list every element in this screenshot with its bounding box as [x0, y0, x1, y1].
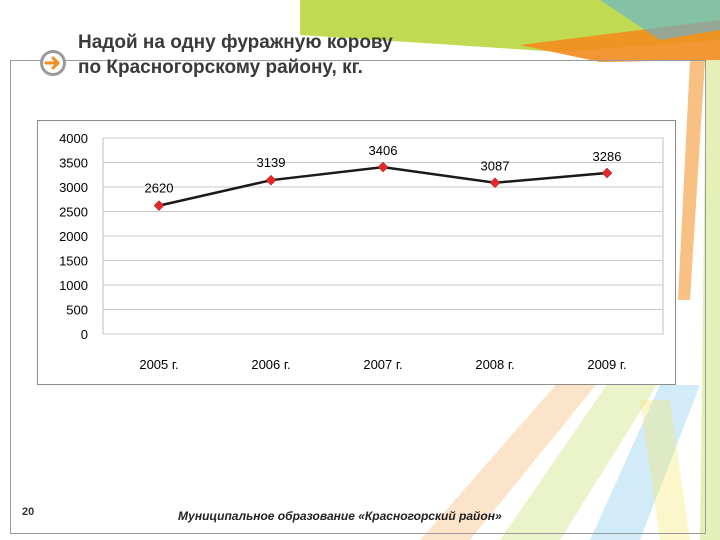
- y-tick-label: 4000: [59, 131, 88, 146]
- series-line: [158, 165, 608, 207]
- y-tick-label: 0: [81, 327, 88, 342]
- top-blue-ribbon: [600, 0, 720, 40]
- data-label: 3139: [257, 155, 286, 170]
- line-chart: 0 500 1000 1500 2000 2500 3000 3500 4000 2005 г. 2…: [59, 131, 664, 372]
- chart-area: 0 500 1000 1500 2000 2500 3000 3500 4000 2005 г. 2…: [37, 120, 676, 385]
- footer-text: Муниципальное образование «Красногорский…: [178, 509, 502, 523]
- y-tick-label: 1500: [59, 254, 88, 269]
- arrow-right-circle-icon: [40, 50, 66, 76]
- right-orange-stripe: [678, 60, 705, 300]
- slide-frame: [10, 60, 706, 534]
- page-title: Надой на одну фуражную корову по Красног…: [78, 30, 508, 80]
- bottom-yellow-stripe: [640, 400, 690, 540]
- bottom-orange-stripe: [420, 380, 600, 540]
- x-tick-label: 2006 г.: [251, 357, 290, 372]
- data-point-marker: [601, 167, 613, 179]
- data-label: 2620: [145, 181, 174, 196]
- y-tick-label: 1000: [59, 278, 88, 293]
- y-tick-label: 3500: [59, 156, 88, 171]
- title-line-2: по Красногорскому району, кг.: [78, 57, 363, 78]
- data-label: 3286: [593, 149, 622, 164]
- data-point-marker: [153, 200, 165, 211]
- data-point-marker: [489, 177, 501, 189]
- x-tick-label: 2007 г.: [363, 357, 402, 372]
- y-tick-label: 2000: [59, 229, 88, 244]
- data-point-marker: [265, 174, 277, 186]
- data-point-marker: [377, 161, 389, 173]
- y-tick-label: 500: [66, 303, 88, 318]
- bottom-green-stripe: [500, 380, 660, 540]
- data-label: 3087: [481, 159, 510, 174]
- y-tick-label: 3000: [59, 180, 88, 195]
- x-tick-label: 2008 г.: [475, 357, 514, 372]
- page-number: 20: [22, 506, 35, 518]
- x-tick-label: 2005 г.: [139, 357, 178, 372]
- y-tick-label: 2500: [59, 205, 88, 220]
- title-line-1: Надой на одну фуражную корову: [78, 32, 393, 53]
- bottom-blue-stripe: [590, 385, 700, 540]
- x-tick-label: 2009 г.: [587, 357, 626, 372]
- data-label: 3406: [369, 143, 398, 158]
